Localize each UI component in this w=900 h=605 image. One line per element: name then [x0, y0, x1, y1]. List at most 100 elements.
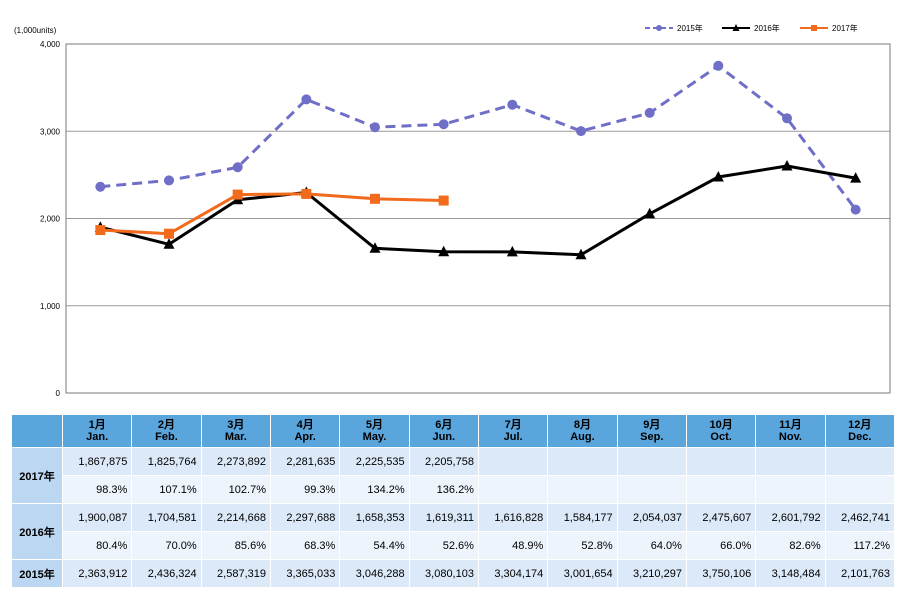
- data-point: [369, 242, 381, 253]
- month-header: 7月 Jul.: [477, 414, 549, 448]
- month-header: 9月 Sep.: [616, 414, 687, 448]
- data-point: [438, 119, 449, 130]
- month-header: 1月 Jan.: [61, 414, 133, 448]
- data-point: [506, 245, 518, 257]
- value-cell: 1,900,087: [61, 503, 133, 532]
- data-point: [301, 188, 312, 199]
- value-cell: 3,001,654: [547, 559, 618, 588]
- month-en: Feb.: [155, 431, 178, 443]
- month-jp: 11月: [779, 419, 802, 431]
- month-jp: 4月: [296, 419, 314, 431]
- ratio-cell: 117.2%: [824, 531, 896, 560]
- data-point: [644, 207, 656, 219]
- value-cell: [755, 447, 826, 476]
- value-cell: 2,436,324: [131, 559, 202, 588]
- legend-label: 2016年: [754, 23, 780, 33]
- ratio-cell: 82.6%: [755, 531, 826, 560]
- series-line: [100, 192, 444, 236]
- line-chart: (1,000units) 0 1,000 2,000 3,000 4,000 2015年…: [14, 23, 891, 398]
- ratio-cell: 134.2%: [339, 475, 410, 504]
- month-jp: 2月: [157, 419, 176, 431]
- value-cell: 3,210,297: [616, 559, 687, 588]
- value-cell: 2,054,037: [616, 503, 687, 532]
- month-header: 6月 Jun.: [408, 414, 479, 448]
- ratio-cell: 48.9%: [477, 531, 549, 560]
- plot-area-border: [65, 43, 891, 394]
- ratio-cell: 107.1%: [131, 475, 202, 504]
- data-point: [370, 122, 380, 133]
- data-point: [781, 159, 793, 171]
- ratio-cell: 52.8%: [547, 531, 618, 560]
- data-point: [95, 181, 106, 192]
- data-point: [301, 94, 312, 105]
- table-row: 80.4% 70.0% 85.6% 68.3% 54.4% 52.6% 48.9% 52.8%…: [12, 531, 896, 560]
- y-tick-label: 0: [56, 389, 61, 398]
- value-cell: 3,750,106: [685, 559, 757, 588]
- ratio-cell: [824, 475, 896, 504]
- month-en: Jul.: [503, 431, 523, 443]
- month-en: Jun.: [432, 431, 456, 443]
- month-header: 5月 May.: [339, 414, 410, 448]
- month-header: 10月 Oct.: [685, 414, 757, 448]
- value-cell: [547, 447, 618, 476]
- series-line: [100, 64, 857, 211]
- data-point: [576, 126, 586, 137]
- month-jp: 6月: [435, 419, 453, 431]
- data-point: [507, 99, 518, 110]
- month-header: 11月 Nov.: [755, 414, 826, 448]
- y-tick-label: 4,000: [40, 40, 61, 49]
- ratio-cell: 102.7%: [200, 475, 271, 504]
- month-header: 8月 Aug.: [547, 414, 618, 448]
- ratio-cell: [547, 475, 618, 504]
- data-point: [644, 107, 655, 118]
- value-cell: 1,867,875: [61, 447, 133, 476]
- legend-label: 2015年: [677, 23, 703, 33]
- data-point: [782, 113, 792, 124]
- data-point: [575, 248, 587, 260]
- table-row: 98.3% 107.1% 102.7% 99.3% 134.2% 136.2%: [12, 475, 896, 504]
- month-en: Mar.: [224, 431, 247, 443]
- data-point: [370, 193, 380, 204]
- data-point: [850, 204, 861, 215]
- legend: 2015年 2016年 2017年: [645, 23, 858, 33]
- ratio-cell: 99.3%: [269, 475, 341, 504]
- month-en: Nov.: [778, 431, 802, 443]
- ratio-cell: 136.2%: [408, 475, 479, 504]
- legend-marker: [811, 25, 817, 31]
- value-cell: 1,584,177: [547, 503, 618, 532]
- value-cell: 2,281,635: [269, 447, 341, 476]
- month-en: May.: [362, 431, 387, 443]
- value-cell: 1,658,353: [339, 503, 410, 532]
- data-point: [232, 162, 243, 173]
- data-table: 1月 Jan. 2月 Feb. 3月 Mar. 4月 Apr. 5月 May. 6月 Jun. 7月 Ju…: [11, 414, 896, 588]
- data-point: [850, 172, 862, 183]
- y-tick-label: 2,000: [40, 215, 61, 224]
- value-cell: 2,225,535: [339, 447, 410, 476]
- month-jp: 3月: [227, 419, 245, 431]
- y-tick-labels: 0 1,000 2,000 3,000 4,000: [40, 40, 61, 398]
- ratio-cell: 68.3%: [269, 531, 341, 560]
- ratio-cell: 80.4%: [61, 531, 133, 560]
- table-header-row: 1月 Jan. 2月 Feb. 3月 Mar. 4月 Apr. 5月 May. 6月 Jun. 7月 Ju…: [11, 414, 896, 448]
- month-en: Aug.: [570, 431, 595, 443]
- value-cell: 3,304,174: [477, 559, 549, 588]
- legend-marker: [732, 24, 740, 31]
- value-cell: 2,601,792: [755, 503, 826, 532]
- value-cell: 2,297,688: [269, 503, 341, 532]
- ratio-cell: 85.6%: [200, 531, 271, 560]
- month-jp: 10月: [709, 419, 733, 431]
- ratio-cell: 54.4%: [339, 531, 410, 560]
- value-cell: 3,046,288: [339, 559, 410, 588]
- ratio-cell: 98.3%: [61, 475, 133, 504]
- ratio-cell: 52.6%: [408, 531, 479, 560]
- month-jp: 5月: [365, 419, 384, 431]
- ratio-cell: 64.0%: [616, 531, 687, 560]
- data-point: [232, 189, 243, 200]
- table-row: 2015年 2,363,912 2,436,324 2,587,319 3,365,03…: [11, 559, 896, 588]
- month-header: 2月 Feb.: [131, 414, 202, 448]
- data-point: [438, 245, 450, 257]
- value-cell: 2,587,319: [200, 559, 271, 588]
- value-cell: 1,704,581: [131, 503, 202, 532]
- month-jp: 8月: [573, 419, 592, 431]
- value-cell: 1,619,311: [408, 503, 479, 532]
